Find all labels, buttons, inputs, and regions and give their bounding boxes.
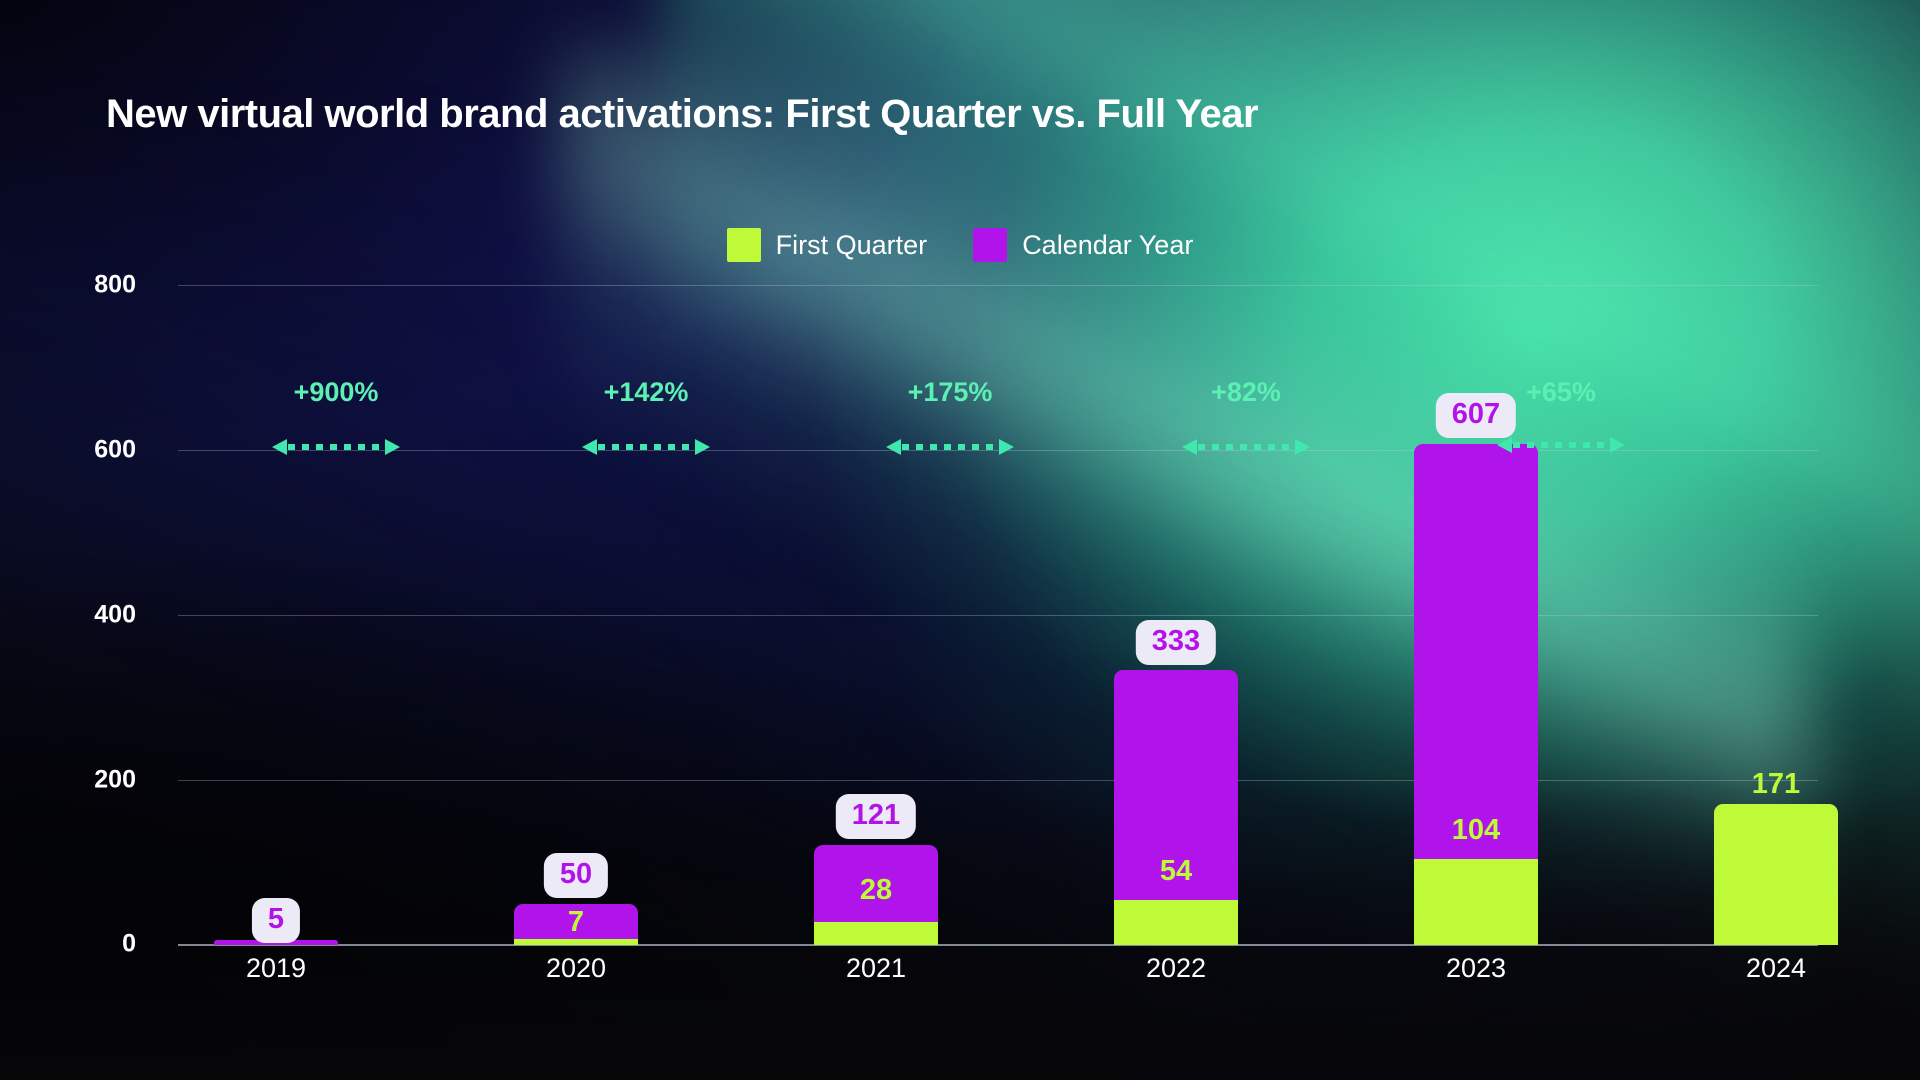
y-tick-400: 400 <box>94 600 136 629</box>
total-badge-2021: 121 <box>835 794 917 839</box>
growth-label-2022-2023: +82% <box>1211 377 1281 407</box>
x-axis-line <box>178 944 1818 946</box>
bar-segment-calendar-year-2023[interactable] <box>1414 444 1538 859</box>
gridline-600 <box>178 450 1818 451</box>
bar-segment-first-quarter-2021[interactable] <box>814 922 938 945</box>
total-label-2024: 171 <box>1751 768 1801 800</box>
legend-swatch-calendar-year <box>973 228 1008 262</box>
growth-arrow-2023-2024 <box>1497 435 1625 455</box>
x-label-2019: 2019 <box>245 953 307 983</box>
legend-label-calendar-year: Calendar Year <box>1022 229 1194 260</box>
bar-segment-calendar-year-2020[interactable] <box>514 904 638 939</box>
growth-arrow-2021-2022 <box>886 437 1014 457</box>
growth-label-2020-2021: +142% <box>603 377 689 407</box>
y-tick-200: 200 <box>94 765 136 794</box>
legend-label-first-quarter: First Quarter <box>775 229 928 260</box>
bar-segment-first-quarter-2024[interactable] <box>1714 804 1838 945</box>
bar-segment-first-quarter-2022[interactable] <box>1114 900 1238 945</box>
y-tick-800: 800 <box>94 270 136 299</box>
bar-segment-first-quarter-2023[interactable] <box>1414 859 1538 945</box>
x-label-2020: 2020 <box>545 953 607 983</box>
growth-arrow-2022-2023 <box>1182 437 1310 457</box>
total-badge-2022: 333 <box>1135 620 1217 665</box>
gridline-800 <box>178 285 1818 286</box>
legend-swatch-first-quarter <box>726 228 761 262</box>
growth-arrow-2020-2021 <box>582 437 710 457</box>
growth-label-2023-2024: +65% <box>1526 377 1596 407</box>
total-badge-2023: 607 <box>1435 393 1517 438</box>
bar-segment-calendar-year-2021[interactable] <box>814 845 938 922</box>
legend-item-calendar-year: Calendar Year <box>973 228 1193 262</box>
bar-segment-calendar-year-2022[interactable] <box>1114 670 1238 900</box>
y-tick-0: 0 <box>122 929 136 958</box>
growth-label-2021-2022: +175% <box>907 377 993 407</box>
x-label-2023: 2023 <box>1445 953 1507 983</box>
x-label-2024: 2024 <box>1745 953 1807 983</box>
chart-legend: First Quarter Calendar Year <box>0 228 1920 262</box>
gridline-200 <box>178 780 1818 781</box>
chart-title: New virtual world brand activations: Fir… <box>106 92 1259 136</box>
x-label-2022: 2022 <box>1145 953 1207 983</box>
x-label-2021: 2021 <box>845 953 907 983</box>
total-badge-2019: 5 <box>251 898 301 943</box>
gridline-400 <box>178 615 1818 616</box>
legend-item-first-quarter: First Quarter <box>726 228 928 262</box>
growth-label-2019-2020: +900% <box>293 377 379 407</box>
y-tick-600: 600 <box>94 435 136 464</box>
background-bottom-fade <box>0 780 1920 1080</box>
plot-area: 800 600 400 200 0 +900% +142% +175% +82%… <box>94 271 1838 983</box>
growth-arrow-2019-2020 <box>272 437 400 457</box>
total-badge-2020: 50 <box>543 853 609 898</box>
bar-segment-first-quarter-2020[interactable] <box>514 939 638 945</box>
